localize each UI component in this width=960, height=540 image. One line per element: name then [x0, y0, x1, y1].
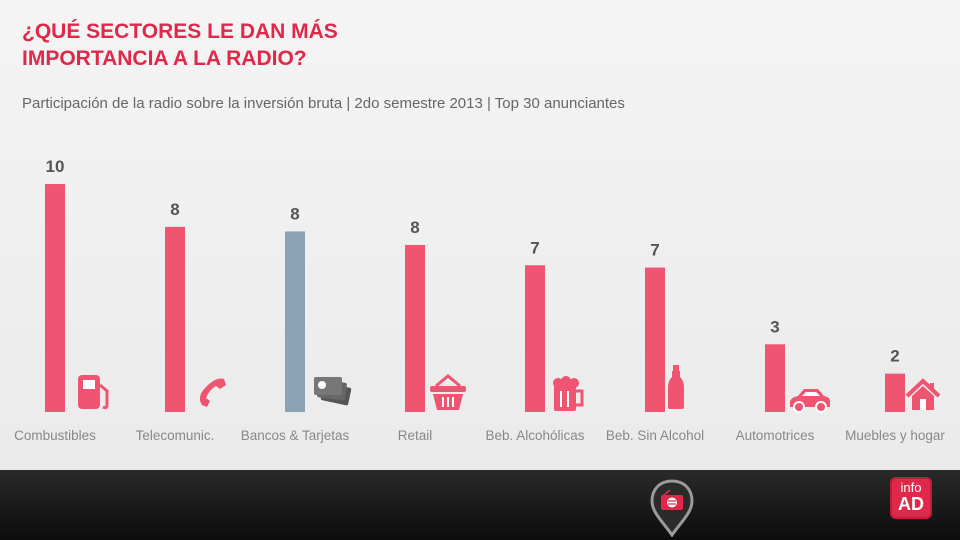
radio-pin-icon [650, 479, 694, 537]
category-label-3: Bancos & Tarjetas [241, 428, 350, 443]
logo-line2: AD [898, 494, 924, 514]
data-label-1: 10 [46, 157, 65, 176]
bar-8 [885, 373, 905, 412]
bar-4 [405, 244, 425, 412]
bar-chart: 10 Combustibles 8 Telecomunic. 8 Bancos & Tar… [14, 157, 945, 443]
data-label-4: 8 [410, 218, 419, 237]
fuel-pump-icon [78, 375, 109, 410]
bottle-icon [668, 365, 684, 409]
car-icon [790, 389, 830, 413]
bar-2 [165, 226, 185, 412]
bar-6 [645, 267, 665, 412]
bar-7 [765, 344, 785, 412]
data-label-8: 2 [890, 347, 899, 366]
chart-subtitle: Participación de la radio sobre la inver… [22, 95, 625, 112]
credit-cards-icon [314, 377, 352, 406]
data-label-2: 8 [170, 200, 179, 219]
chart-title: ¿QUÉ SECTORES LE DAN MÁS IMPORTANCIA A L… [22, 20, 338, 70]
bar-3 [285, 231, 305, 412]
category-label-2: Telecomunic. [136, 428, 215, 443]
category-label-6: Beb. Sin Alcohol [606, 428, 704, 443]
data-label-7: 3 [770, 317, 779, 336]
category-label-1: Combustibles [14, 428, 96, 443]
logo-line1: info [900, 480, 922, 495]
footer-bar [0, 470, 960, 540]
bar-1 [45, 184, 65, 412]
data-label-3: 8 [290, 204, 299, 223]
shopping-basket-icon [430, 374, 466, 410]
phone-icon [199, 378, 226, 407]
infoad-logo: info AD [890, 477, 932, 519]
category-label-5: Beb. Alcohólicas [485, 428, 584, 443]
category-label-4: Retail [398, 428, 433, 443]
data-label-5: 7 [530, 238, 539, 257]
house-icon [905, 378, 941, 410]
category-label-8: Muebles y hogar [845, 428, 945, 443]
beer-mug-icon [553, 376, 584, 411]
category-label-7: Automotrices [736, 428, 815, 443]
data-label-6: 7 [650, 241, 659, 260]
bar-5 [525, 265, 545, 412]
